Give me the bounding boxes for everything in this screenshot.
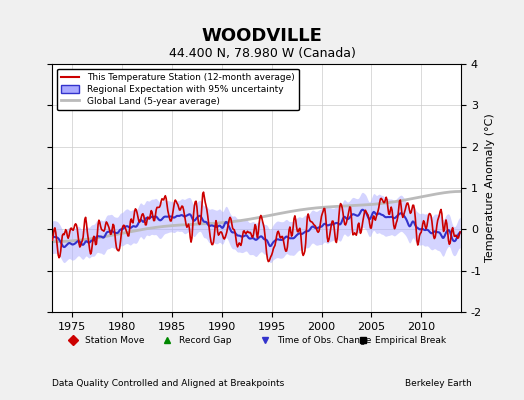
Text: WOODVILLE: WOODVILLE xyxy=(202,27,322,45)
Legend: This Temperature Station (12-month average), Regional Expectation with 95% uncer: This Temperature Station (12-month avera… xyxy=(57,68,299,110)
Text: Station Move: Station Move xyxy=(85,336,145,345)
Text: Time of Obs. Change: Time of Obs. Change xyxy=(277,336,372,345)
Text: 44.400 N, 78.980 W (Canada): 44.400 N, 78.980 W (Canada) xyxy=(169,48,355,60)
Y-axis label: Temperature Anomaly (°C): Temperature Anomaly (°C) xyxy=(485,114,495,262)
Text: Berkeley Earth: Berkeley Earth xyxy=(405,379,472,388)
Text: Empirical Break: Empirical Break xyxy=(375,336,446,345)
Text: Data Quality Controlled and Aligned at Breakpoints: Data Quality Controlled and Aligned at B… xyxy=(52,379,285,388)
Text: Record Gap: Record Gap xyxy=(179,336,232,345)
